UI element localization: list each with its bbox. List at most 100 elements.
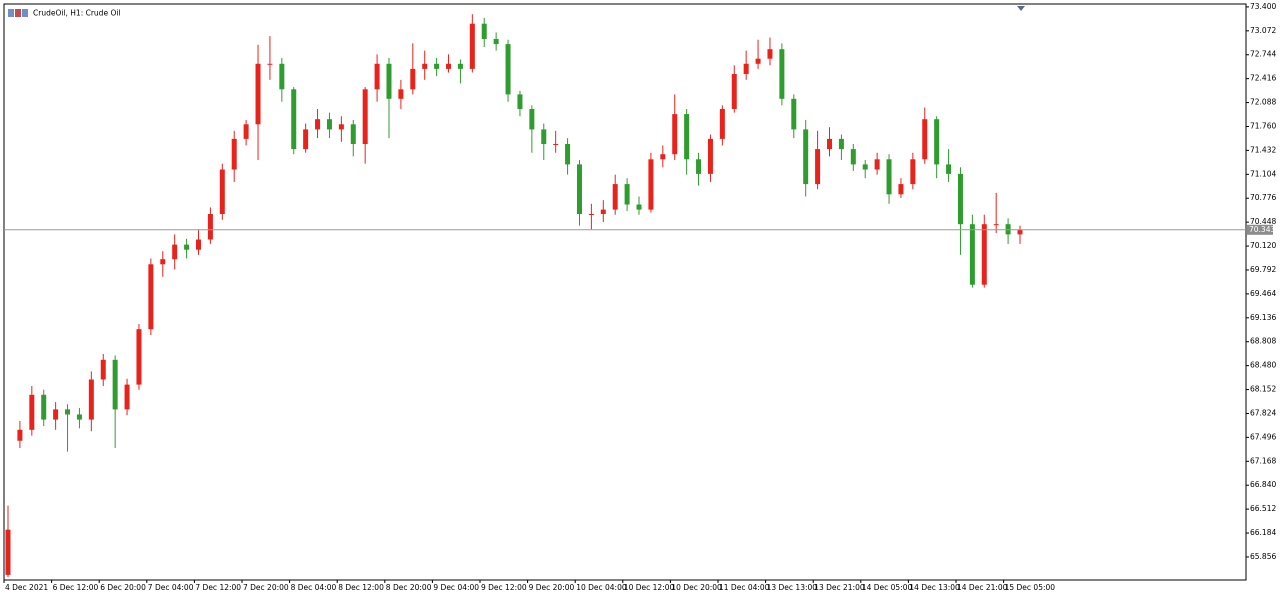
x-tick-label: 13 Dec 21:00 xyxy=(814,583,865,592)
y-tick-label: 72.744 xyxy=(1250,50,1276,59)
x-tick-label: 14 Dec 21:00 xyxy=(957,583,1008,592)
candle-body xyxy=(636,204,642,210)
y-tick-label: 72.416 xyxy=(1250,74,1276,83)
candle-body xyxy=(398,89,404,99)
candle-body xyxy=(267,63,273,65)
y-tick-label: 70.120 xyxy=(1250,241,1276,250)
candle-body xyxy=(517,94,523,109)
candle-body xyxy=(362,89,368,144)
candle-body xyxy=(576,164,582,214)
y-tick-label: 68.480 xyxy=(1250,361,1276,370)
candle-body xyxy=(124,384,130,410)
candle-body xyxy=(41,394,47,420)
candle-body xyxy=(529,108,535,130)
candle-body xyxy=(660,154,666,160)
candle-body xyxy=(1005,224,1011,235)
candle-body xyxy=(600,209,606,214)
candle-body xyxy=(17,429,23,441)
candle-body xyxy=(374,63,380,90)
y-tick-label: 67.824 xyxy=(1250,408,1276,417)
y-tick-label: 65.856 xyxy=(1250,552,1276,561)
candle-body xyxy=(731,73,737,109)
candle-body xyxy=(874,159,880,170)
candle-body xyxy=(1017,229,1023,235)
candle-body xyxy=(648,159,654,210)
x-tick-label: 8 Dec 20:00 xyxy=(386,583,432,592)
candle-body xyxy=(315,119,321,130)
candle-body xyxy=(481,23,487,39)
x-tick-label: 4 Dec 2021 xyxy=(5,583,48,592)
y-tick-label: 73.072 xyxy=(1250,26,1276,35)
candle-body xyxy=(148,264,154,330)
x-tick-label: 9 Dec 04:00 xyxy=(433,583,479,592)
y-tick-label: 67.496 xyxy=(1250,432,1276,441)
candle-body xyxy=(338,124,344,130)
candle-body xyxy=(326,119,332,130)
candle-body xyxy=(243,124,249,139)
plot-frame xyxy=(3,3,1247,581)
candle-body xyxy=(100,359,106,380)
y-tick-label: 71.432 xyxy=(1250,145,1276,154)
x-tick-label: 15 Dec 05:00 xyxy=(1005,583,1056,592)
y-tick-label: 73.400 xyxy=(1250,2,1276,11)
candle-body xyxy=(838,138,844,150)
y-tick-label: 68.808 xyxy=(1250,337,1276,346)
candle-body xyxy=(112,359,118,410)
shift-marker xyxy=(1017,6,1025,11)
y-tick-label: 71.104 xyxy=(1250,169,1276,178)
y-tick-label: 66.184 xyxy=(1250,528,1276,537)
x-tick-label: 7 Dec 04:00 xyxy=(148,583,194,592)
y-tick-label: 69.464 xyxy=(1250,289,1276,298)
candle-body xyxy=(827,138,833,150)
candle-body xyxy=(207,213,213,240)
x-tick-label: 7 Dec 12:00 xyxy=(195,583,241,592)
candle-body xyxy=(910,159,916,185)
candle-body xyxy=(5,529,11,575)
candle-body xyxy=(195,239,201,250)
candle-body xyxy=(767,49,773,59)
candle-body xyxy=(469,23,475,69)
candle-body xyxy=(755,58,761,64)
candle-body xyxy=(553,143,559,145)
y-tick-label: 69.136 xyxy=(1250,313,1276,322)
candle-body xyxy=(588,213,594,215)
candle-body xyxy=(386,63,392,99)
candle-body xyxy=(624,184,630,205)
x-tick-label: 7 Dec 20:00 xyxy=(243,583,289,592)
x-tick-label: 10 Dec 20:00 xyxy=(671,583,722,592)
candle-body xyxy=(981,224,987,285)
candle-body xyxy=(457,63,463,69)
candle-body xyxy=(279,63,285,90)
candle-body xyxy=(815,149,821,185)
candle-body xyxy=(446,63,452,69)
x-tick-label: 10 Dec 12:00 xyxy=(624,583,675,592)
x-tick-label: 9 Dec 20:00 xyxy=(529,583,575,592)
candle-body xyxy=(160,259,166,265)
y-tick-label: 67.168 xyxy=(1250,456,1276,465)
x-tick-label: 8 Dec 04:00 xyxy=(291,583,337,592)
candle-body xyxy=(565,143,571,165)
candle-body xyxy=(993,224,999,226)
candle-body xyxy=(505,44,511,95)
candle-body xyxy=(922,119,928,160)
y-tick-label: 71.760 xyxy=(1250,121,1276,130)
candle-body xyxy=(231,138,237,170)
x-tick-label: 6 Dec 20:00 xyxy=(100,583,146,592)
y-tick-label: 66.840 xyxy=(1250,480,1276,489)
candle-body xyxy=(862,164,868,170)
candle-body xyxy=(422,63,428,69)
candle-body xyxy=(410,68,416,90)
candle-body xyxy=(291,89,297,150)
candle-body xyxy=(803,129,809,185)
candle-body xyxy=(707,138,713,174)
candle-body xyxy=(672,114,678,155)
candle-body xyxy=(493,38,499,45)
candle-body xyxy=(184,244,190,250)
candle-body xyxy=(850,149,856,165)
candle-body xyxy=(719,108,725,139)
y-tick-label: 70.448 xyxy=(1250,217,1276,226)
candle-body xyxy=(172,244,178,260)
candle-body xyxy=(255,63,261,125)
x-tick-label: 13 Dec 13:00 xyxy=(767,583,818,592)
